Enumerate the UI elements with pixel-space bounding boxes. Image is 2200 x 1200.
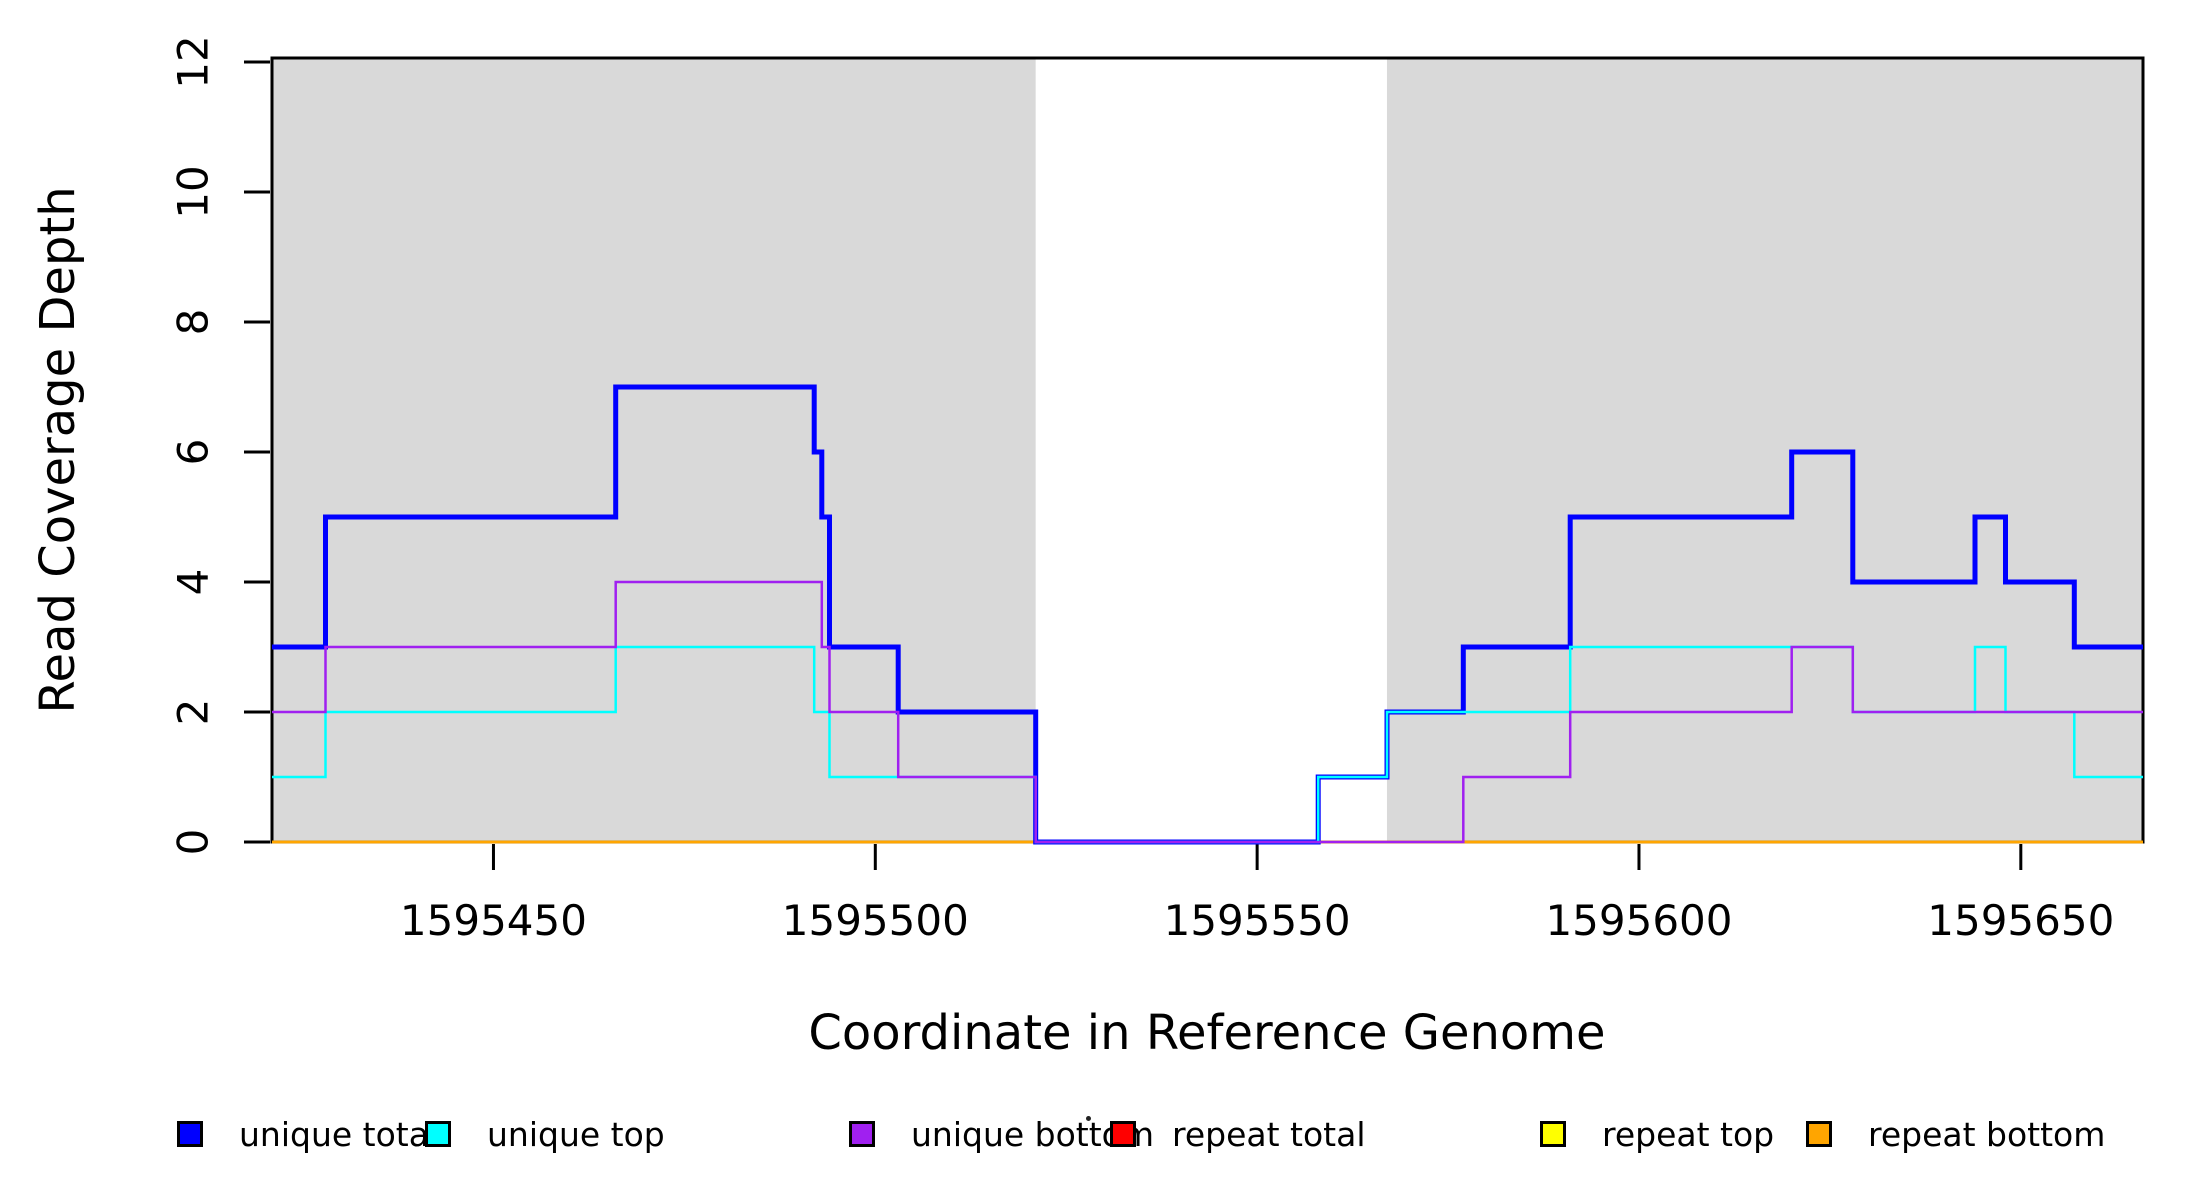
legend-item-unique-total: unique total — [177, 1108, 438, 1160]
legend-swatch — [1806, 1121, 1832, 1147]
y-tick-label: 6 — [169, 439, 218, 466]
y-tick-label: 10 — [169, 165, 218, 218]
x-tick-label: 1595600 — [1545, 896, 1732, 945]
legend-swatch — [1110, 1121, 1136, 1147]
y-tick-label: 8 — [169, 309, 218, 336]
y-tick-label: 12 — [169, 35, 218, 88]
axis-ticks: 1595450 1595500 1595550 1595600 1595650 0 2 4 6 8… — [169, 35, 2115, 945]
legend-label: unique top — [487, 1114, 665, 1154]
data-series — [272, 384, 2143, 845]
x-tick-label: 1595550 — [1164, 896, 1351, 945]
legend-item-repeat-bottom: repeat bottom — [1806, 1108, 2105, 1160]
y-tick-label: 0 — [169, 829, 218, 856]
y-tick-label: 2 — [169, 699, 218, 726]
legend-label: repeat top — [1602, 1114, 1775, 1154]
x-tick-label: 1595650 — [1927, 896, 2114, 945]
series-unique-top — [272, 645, 2143, 844]
legend-item-unique-top: unique top — [425, 1108, 665, 1160]
legend: unique total unique top unique bottom repea… — [0, 1108, 2200, 1168]
x-tick-label: 1595450 — [400, 896, 587, 945]
legend-label: unique total — [239, 1114, 439, 1154]
legend-item-unique-bottom: unique bottom — [849, 1108, 1154, 1160]
y-tick-label: 4 — [169, 569, 218, 596]
legend-item-repeat-top: repeat top — [1540, 1108, 1774, 1160]
legend-swatch — [177, 1121, 203, 1147]
shaded-region — [272, 58, 1036, 842]
shaded-region — [1386, 58, 2143, 842]
legend-label: repeat total — [1172, 1114, 1366, 1154]
shaded-regions — [272, 58, 2143, 842]
x-tick-label: 1595500 — [782, 896, 969, 945]
legend-swatch — [849, 1121, 875, 1147]
stray-dot — [1086, 1116, 1091, 1121]
legend-swatch — [1540, 1121, 1566, 1147]
x-axis-title: Coordinate in Reference Genome — [808, 1005, 1606, 1061]
legend-label: repeat bottom — [1868, 1114, 2106, 1154]
legend-item-repeat-total: repeat total — [1110, 1108, 1366, 1160]
series-unique-bottom — [272, 580, 2143, 844]
y-axis-title: Read Coverage Depth — [30, 186, 86, 714]
legend-swatch — [425, 1121, 451, 1147]
